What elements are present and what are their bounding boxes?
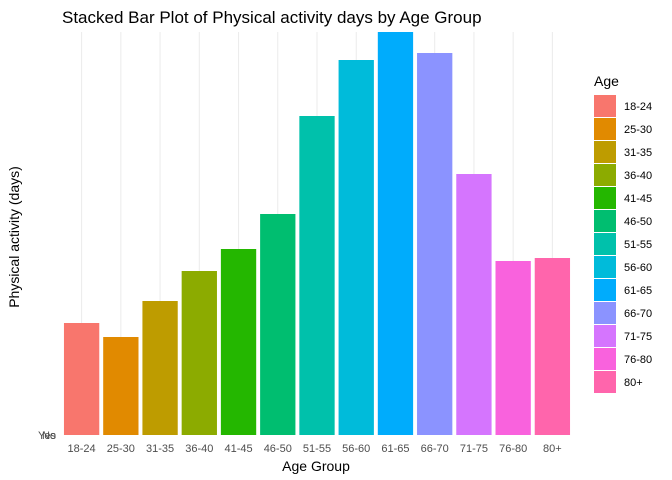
x-tick-label: 71-75 [460, 443, 488, 455]
legend-label: 46-50 [624, 216, 652, 228]
y-tick-label: No [42, 430, 56, 442]
legend-label: 51-55 [624, 239, 652, 251]
bar-46-50 [260, 214, 296, 435]
bar-51-55 [299, 116, 335, 435]
bar-56-60 [338, 60, 374, 435]
legend-label: 80+ [624, 377, 643, 389]
legend-label: 56-60 [624, 262, 652, 274]
legend-label: 36-40 [624, 170, 652, 182]
x-tick-label: 56-60 [342, 443, 370, 455]
y-tick-label: Yes [38, 430, 56, 442]
legend-label: 61-65 [624, 285, 652, 297]
x-tick-label: 51-55 [303, 443, 331, 455]
legend-label: 66-70 [624, 308, 652, 320]
bar-36-40 [181, 271, 217, 435]
legend-swatch [594, 256, 616, 278]
x-axis-title: Age Group [282, 458, 350, 474]
legend-label: 31-35 [624, 147, 652, 159]
bar-66-70 [417, 53, 453, 435]
legend-swatch [594, 164, 616, 186]
y-axis-title: Physical activity (days) [6, 166, 22, 308]
bar-25-30 [103, 337, 139, 435]
legend-swatch [594, 233, 616, 255]
x-tick-label: 36-40 [185, 443, 213, 455]
x-tick-label: 61-65 [381, 443, 409, 455]
legend-label: 18-24 [624, 101, 652, 113]
bars [63, 32, 571, 435]
legend-swatch [594, 325, 616, 347]
legend-swatch [594, 187, 616, 209]
x-tick-label: 76-80 [499, 443, 527, 455]
bar-71-75 [456, 174, 492, 435]
x-tick-label: 25-30 [107, 443, 135, 455]
bar-61-65 [377, 32, 414, 435]
x-tick-labels: 18-24 25-30 31-35 36-40 41-45 46-50 51-55 56-60… [68, 443, 562, 455]
legend-label: 41-45 [624, 193, 652, 205]
chart-title: Stacked Bar Plot of Physical activity da… [62, 8, 482, 27]
legend-swatch [594, 279, 616, 301]
legend-label: 71-75 [624, 331, 652, 343]
x-tick-label: 31-35 [146, 443, 174, 455]
legend-swatch [594, 302, 616, 324]
x-tick-label: 18-24 [68, 443, 96, 455]
legend-swatch [594, 210, 616, 232]
bar-41-45 [220, 249, 257, 435]
bar-76-80 [495, 261, 531, 435]
legend-swatch [594, 118, 616, 140]
bar-80+ [534, 258, 571, 435]
legend-label: 76-80 [624, 354, 652, 366]
bar-31-35 [142, 301, 178, 435]
x-tick-label: 41-45 [224, 443, 252, 455]
legend-title: Age [594, 73, 619, 89]
x-tick-label: 66-70 [421, 443, 449, 455]
legend-swatch [594, 95, 616, 117]
x-tick-label: 46-50 [264, 443, 292, 455]
x-tick-label: 80+ [543, 443, 562, 455]
legend-swatch [594, 371, 616, 393]
legend-swatch [594, 141, 616, 163]
legend-items: 18-24 25-30 31-35 36-40 41-45 46-50 51-55 56-60… [594, 95, 652, 393]
legend: Age 18-24 25-30 31-35 36-40 41-45 46-50 51-55 5… [594, 73, 652, 393]
legend-swatch [594, 348, 616, 370]
legend-label: 25-30 [624, 124, 652, 136]
bar-18-24 [63, 323, 100, 435]
